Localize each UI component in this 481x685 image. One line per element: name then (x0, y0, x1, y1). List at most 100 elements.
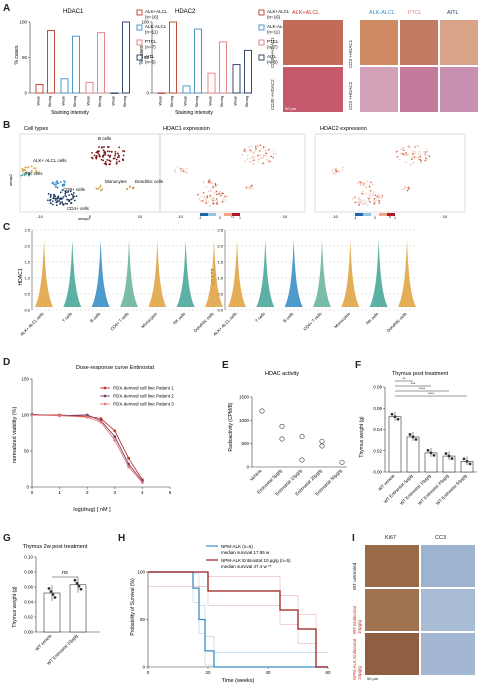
x-tick-label: ALK+ ALCL cells (19, 311, 45, 337)
umap-point (27, 174, 30, 177)
legend-label: ALK+ALCL (145, 9, 168, 14)
expr-point-hdac2 (372, 183, 374, 186)
umap-point (118, 146, 121, 149)
legend-label: AITL (267, 54, 277, 59)
umap-point (68, 199, 71, 202)
umap-frame (314, 133, 466, 213)
expr-point-hdac1 (212, 199, 214, 202)
x-tick-label: Strong (170, 96, 174, 107)
i-tile-cc3-wt (421, 545, 475, 587)
x-tick-label: -10 (177, 214, 184, 219)
dose-point (99, 417, 103, 420)
survival-curve (148, 571, 328, 668)
umap-point (106, 150, 109, 153)
expr-point-hdac1 (261, 147, 263, 150)
b-label-monocytes: Monocytes (105, 179, 128, 184)
expr-point-hdac2 (376, 195, 379, 198)
data-point (444, 452, 448, 455)
data-point (51, 593, 55, 596)
i-tile-ki67-wt (365, 545, 419, 587)
sig-label: *** (411, 381, 416, 386)
umap-point (66, 203, 69, 205)
umap-point (58, 199, 61, 202)
expr-point-hdac2 (403, 185, 406, 188)
umap-point (66, 198, 69, 201)
histo-header-alkpos: ALK+ALCL (292, 10, 320, 16)
expr-point-hdac2 (341, 166, 344, 169)
umap-point (49, 196, 52, 198)
activity-point (299, 434, 305, 440)
expr-point-hdac2 (417, 145, 420, 148)
y-tick-label: 1.5 (24, 260, 30, 265)
expr-point-hdac2 (366, 180, 368, 183)
umap-point (55, 181, 57, 184)
bar (244, 49, 252, 94)
bar (35, 84, 44, 94)
ci-upper (148, 571, 328, 653)
b-ylabel: umap2 (8, 173, 13, 186)
expr-point-hdac1 (244, 150, 247, 153)
data-point (432, 453, 436, 457)
legend-n: (n=5) (145, 60, 156, 65)
expr-point-hdac2 (404, 161, 407, 164)
y-tick-label: 0.00 (24, 630, 33, 635)
violin (228, 240, 246, 307)
panel-label-h: H (118, 533, 126, 544)
x-tick-label: Weak (184, 96, 188, 106)
expr-point-hdac1 (257, 154, 259, 157)
y-tick-label: 1500 (239, 395, 250, 400)
expr-point-hdac1 (272, 153, 275, 155)
x-tick-label: Strong (73, 96, 77, 107)
umap-point (116, 152, 119, 155)
umap-point (27, 165, 30, 168)
expr-point-hdac1 (250, 157, 252, 160)
colorbar-hdac2 (355, 213, 363, 216)
h-legend-1: NPM-ALK (n=6) (221, 544, 253, 549)
umap-point (61, 201, 64, 203)
umap-point (115, 162, 118, 165)
x-tick-label: Weak (234, 96, 238, 106)
expr-point-hdac2 (335, 169, 337, 172)
expr-point-hdac1 (214, 185, 217, 187)
sig-label: ** (402, 376, 406, 381)
umap-point (56, 182, 59, 185)
a-hdac1-ylabel: % cases (14, 45, 20, 64)
activity-point (319, 443, 325, 449)
sig-label: **** (419, 386, 426, 391)
expr-point-hdac2 (416, 144, 418, 147)
expr-point-hdac2 (362, 183, 365, 185)
umap-point (114, 150, 117, 153)
umap-point (63, 184, 66, 187)
x-tick-label: Monocytes (333, 311, 351, 329)
expr-point-hdac1 (246, 187, 248, 190)
umap-point (30, 165, 33, 168)
y-tick-label: 100 (137, 570, 145, 575)
h-legend-1b: median survival 17.95 w (221, 550, 270, 555)
umap-point (102, 154, 105, 156)
expr-point-hdac2 (409, 164, 412, 166)
umap-point (106, 158, 109, 161)
expr-point-hdac1 (211, 181, 214, 184)
expr-point-hdac2 (395, 151, 398, 153)
bar (85, 81, 94, 94)
y-tick-label: 100 (19, 20, 27, 25)
expr-point-hdac1 (205, 186, 208, 188)
colorbar-hdac1 (232, 213, 240, 216)
colorbar-hdac2 (363, 213, 371, 216)
legend-n: (n=11) (267, 30, 280, 35)
expr-point-hdac1 (203, 196, 206, 198)
i-row-wt: WT untreated (352, 562, 357, 590)
umap-point (61, 189, 64, 192)
expr-point-hdac2 (411, 155, 414, 158)
y-tick-label: 50 (24, 449, 30, 454)
x-tick-label: Strong (48, 96, 52, 107)
umap-point (114, 154, 116, 157)
umap-point (51, 182, 54, 185)
expr-point-hdac1 (215, 190, 218, 193)
data-point (75, 581, 79, 585)
umap-point (30, 169, 33, 172)
ci-upper (148, 571, 328, 653)
expr-point-hdac2 (369, 192, 372, 195)
y-tick-label: 2.0 (217, 244, 223, 249)
umap-point (122, 159, 125, 162)
